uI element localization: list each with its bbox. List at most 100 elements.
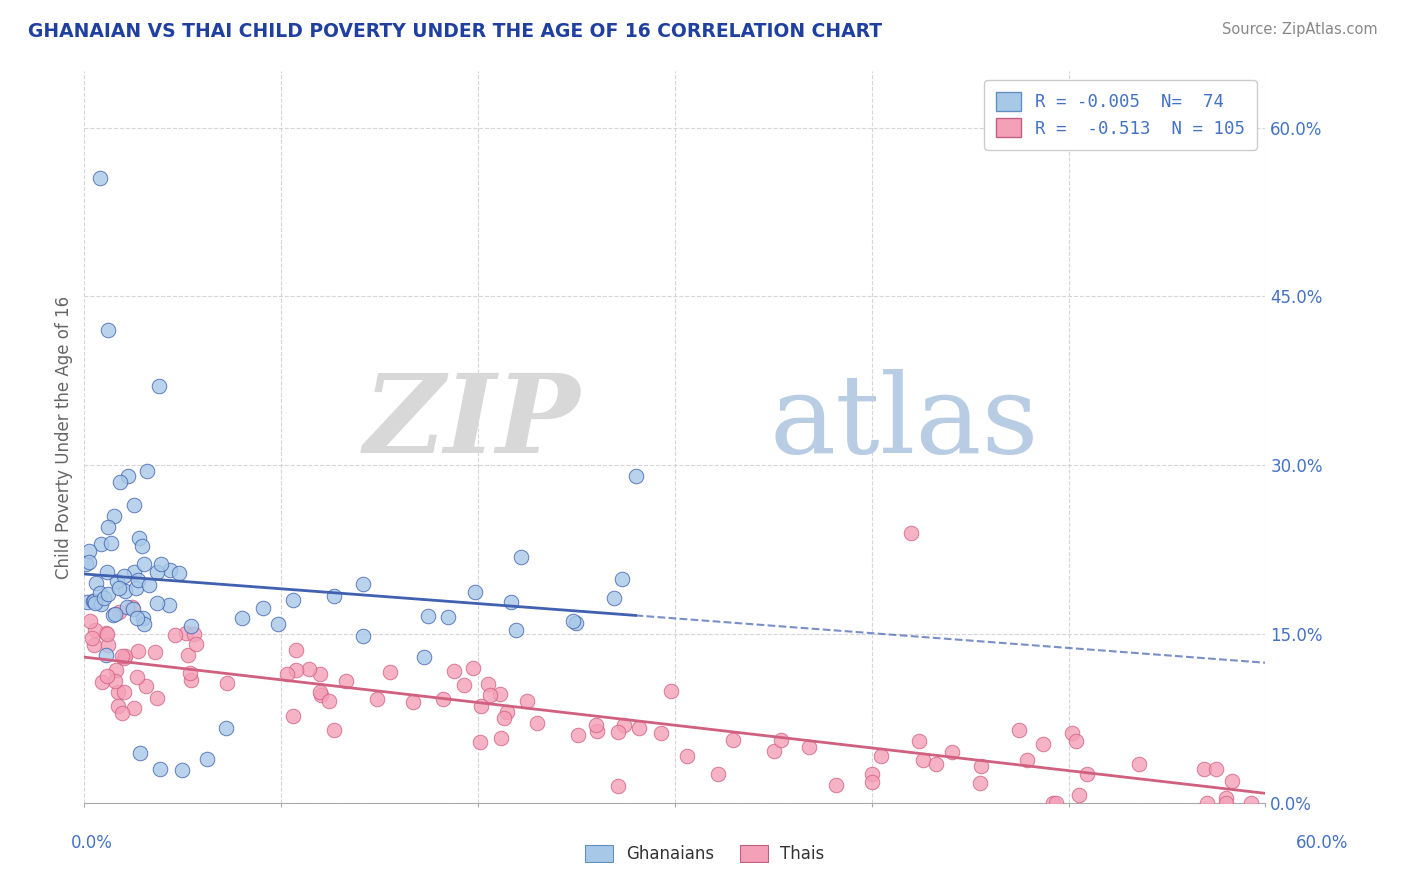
Point	[335, 673, 357, 688]
Point	[107, 685, 129, 699]
Point	[1205, 762, 1227, 776]
Point	[1195, 796, 1218, 810]
Point	[252, 601, 274, 615]
Point	[860, 775, 883, 789]
Point	[127, 644, 149, 658]
Point	[309, 666, 332, 681]
Point	[122, 700, 145, 714]
Point	[797, 740, 820, 755]
Point	[111, 648, 134, 663]
Point	[117, 599, 139, 614]
Point	[612, 718, 634, 732]
Point	[675, 749, 697, 764]
Point	[969, 775, 991, 789]
Point	[96, 587, 118, 601]
Point	[586, 724, 609, 739]
Point	[1008, 723, 1031, 737]
Point	[1069, 788, 1091, 802]
Point	[1045, 796, 1067, 810]
Point	[298, 662, 321, 676]
Text: GHANAIAN VS THAI CHILD POVERTY UNDER THE AGE OF 16 CORRELATION CHART: GHANAIAN VS THAI CHILD POVERTY UNDER THE…	[28, 22, 882, 41]
Point	[93, 591, 115, 605]
Point	[402, 695, 425, 709]
Point	[89, 171, 111, 186]
Point	[769, 733, 792, 747]
Point	[825, 778, 848, 792]
Point	[413, 650, 436, 665]
Point	[108, 605, 131, 619]
Point	[1240, 796, 1263, 810]
Point	[131, 539, 153, 553]
Point	[470, 699, 492, 714]
Point	[97, 323, 120, 337]
Point	[127, 670, 149, 684]
Point	[1032, 737, 1054, 751]
Point	[179, 665, 201, 680]
Point	[146, 691, 169, 706]
Point	[86, 576, 108, 591]
Point	[526, 716, 548, 731]
Point	[1042, 796, 1064, 810]
Point	[284, 642, 307, 657]
Point	[1064, 734, 1087, 748]
Point	[167, 566, 190, 580]
Point	[150, 557, 173, 571]
Point	[146, 596, 169, 610]
Point	[75, 558, 97, 572]
Point	[941, 746, 963, 760]
Point	[176, 625, 198, 640]
Point	[318, 694, 340, 708]
Point	[489, 731, 512, 745]
Point	[83, 594, 105, 608]
Point	[149, 762, 172, 776]
Y-axis label: Child Poverty Under the Age of 16: Child Poverty Under the Age of 16	[55, 295, 73, 579]
Point	[492, 711, 515, 725]
Text: Source: ZipAtlas.com: Source: ZipAtlas.com	[1222, 22, 1378, 37]
Point	[911, 753, 934, 767]
Point	[628, 721, 651, 735]
Point	[103, 508, 125, 523]
Point	[101, 607, 124, 622]
Point	[900, 525, 922, 540]
Point	[97, 638, 120, 652]
Point	[499, 595, 522, 609]
Point	[79, 555, 101, 569]
Point	[624, 469, 647, 483]
Point	[165, 628, 187, 642]
Point	[1128, 757, 1150, 772]
Point	[96, 565, 118, 579]
Point	[159, 563, 181, 577]
Point	[96, 669, 118, 683]
Point	[172, 763, 194, 777]
Point	[659, 684, 682, 698]
Point	[567, 728, 589, 742]
Point	[464, 585, 486, 599]
Point	[83, 596, 105, 610]
Point	[603, 591, 626, 605]
Point	[721, 733, 744, 747]
Point	[432, 692, 454, 706]
Point	[108, 582, 131, 596]
Point	[108, 475, 131, 489]
Text: Thais: Thais	[780, 845, 824, 863]
Point	[80, 631, 103, 645]
Point	[366, 692, 388, 706]
Point	[562, 614, 585, 628]
Point	[82, 594, 104, 608]
Point	[443, 664, 465, 678]
Point	[117, 469, 139, 483]
Point	[184, 637, 207, 651]
Point	[132, 558, 155, 572]
Point	[90, 537, 112, 551]
Point	[650, 726, 672, 740]
Point	[128, 532, 150, 546]
Point	[322, 723, 344, 737]
Point	[138, 578, 160, 592]
Point	[97, 520, 120, 534]
Point	[610, 572, 633, 586]
Point	[135, 679, 157, 693]
Point	[323, 589, 346, 603]
Point	[104, 673, 127, 688]
Point	[308, 685, 330, 699]
Point	[378, 665, 401, 679]
